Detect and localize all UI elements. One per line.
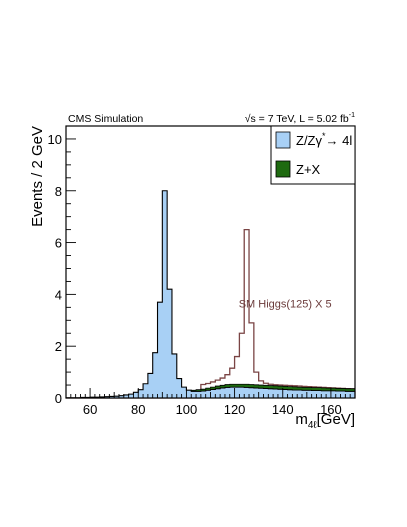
legend-entry-zz: Z/Zγ*→ 4l: [275, 131, 352, 149]
plot-area: 60 80 100 120 140 160 0 2 4 6 8 10: [48, 125, 356, 417]
x-tick-label: 100: [176, 402, 198, 417]
header-right: √s = 7 TeV, L = 5.02 fb-1: [245, 112, 355, 125]
legend-label-zz-main: Z/Zγ: [296, 133, 322, 148]
x-tick-label: 120: [224, 402, 246, 417]
y-tick-label: 8: [55, 184, 62, 199]
x-axis-label-main: m: [295, 411, 308, 428]
y-tick-label: 2: [55, 339, 62, 354]
x-tick-label: 60: [83, 402, 97, 417]
x-tick-label: 160: [320, 402, 342, 417]
y-tick-label: 6: [55, 236, 62, 251]
series-group: [65, 190, 356, 399]
x-axis: 60 80 100 120 140 160: [65, 388, 356, 417]
legend-swatch-zz: [275, 131, 291, 149]
x-tick-label: 80: [131, 402, 145, 417]
y-tick-label: 10: [48, 132, 62, 147]
header-right-sup: -1: [349, 112, 355, 119]
plot-frame: [65, 125, 356, 399]
x-axis-label: m4ℓ[GeV]: [295, 411, 355, 431]
x-axis-label-sub: 4ℓ: [308, 420, 318, 431]
y-axis-label: Events / 2 GeV: [29, 126, 46, 227]
higgs-annotation: SM Higgs(125) X 5: [239, 298, 332, 310]
legend-swatch-zx: [275, 160, 291, 178]
y-tick-label: 0: [55, 391, 62, 406]
legend: Z/Zγ*→ 4l Z+X: [270, 125, 356, 185]
series-zz: [65, 190, 356, 399]
legend-label-zz: Z/Zγ*→ 4l: [296, 131, 352, 148]
y-axis: 0 2 4 6 8 10: [48, 125, 76, 406]
y-tick-label: 4: [55, 287, 62, 302]
header-right-main: √s = 7 TeV, L = 5.02 fb: [245, 113, 349, 125]
legend-entry-zx: Z+X: [275, 160, 321, 178]
x-tick-label: 140: [272, 402, 294, 417]
legend-label-zx: Z+X: [296, 162, 321, 177]
legend-label-zz-tail: → 4l: [326, 133, 353, 148]
series-higgs: [66, 228, 355, 399]
x-axis-label-unit: [GeV]: [317, 411, 355, 428]
header-left: CMS Simulation: [68, 113, 143, 125]
legend-label-zz-sup: *: [322, 131, 326, 141]
